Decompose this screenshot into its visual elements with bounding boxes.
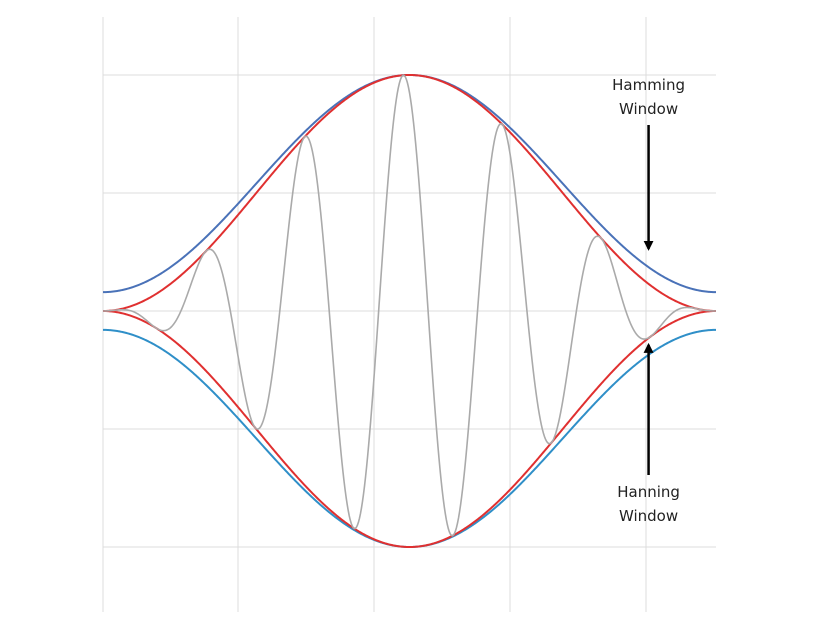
series-windowed-signal — [102, 74, 716, 537]
hamming-label-line-0: Hamming — [612, 76, 685, 94]
series-group — [102, 73, 717, 549]
series-hanning-lower — [102, 310, 717, 549]
hamming-label-line-1: Window — [619, 100, 678, 118]
annotations-group: Hamming Window Hanning Window — [612, 76, 685, 525]
hanning-label-line-0: Hanning — [617, 483, 680, 501]
hamming-annotation: Hamming Window — [612, 76, 685, 251]
hanning-annotation: Hanning Window — [617, 342, 680, 525]
hanning-label-line-1: Window — [619, 507, 678, 525]
